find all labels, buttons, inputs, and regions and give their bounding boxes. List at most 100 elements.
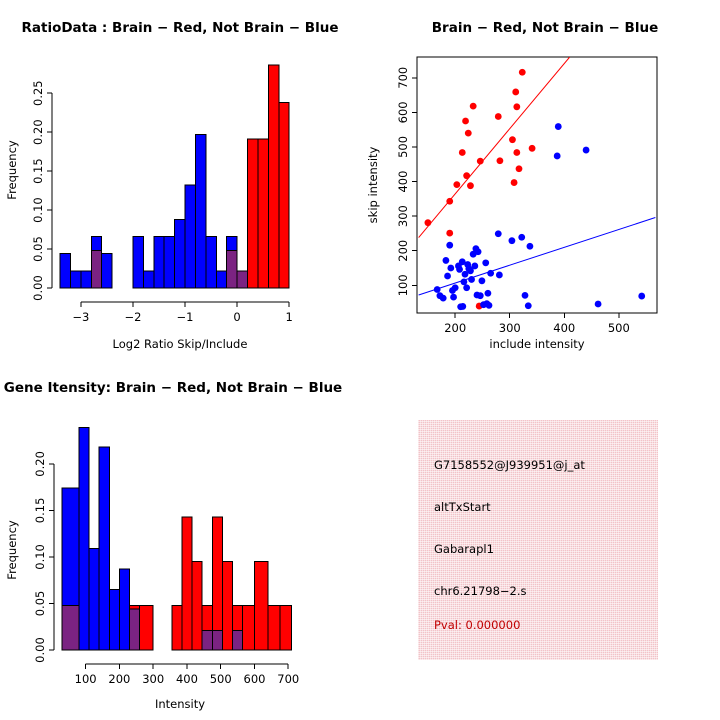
- histogram-bar: [247, 138, 259, 289]
- x-tick-label: 200: [444, 321, 466, 335]
- scatter-point: [494, 113, 502, 120]
- scatter-fit-lines: [418, 57, 656, 296]
- info-box: G7158552@J939951@j_at altTxStart Gabarap…: [418, 420, 658, 660]
- y-tick-label: 0.05: [33, 591, 47, 617]
- scatter-point: [444, 272, 451, 280]
- x-tick-label: 1: [286, 310, 293, 324]
- scatter-point: [478, 277, 486, 285]
- histogram-bar-overlap: [236, 270, 249, 289]
- x-tick-label: 600: [244, 672, 266, 686]
- y-tick-label: 0.05: [31, 236, 45, 262]
- histogram-bar: [59, 253, 71, 289]
- histogram-bar: [267, 604, 281, 651]
- y-tick-label: 0.00: [33, 637, 47, 663]
- scatter-point: [474, 248, 482, 256]
- gene-histogram-xlabel: Intensity: [155, 697, 205, 711]
- scatter-point: [456, 266, 463, 273]
- panel-ratio-histogram: RatioData : Brain − Red, Not Brain − Blu…: [0, 0, 360, 360]
- panel-info: G7158552@J939951@j_at altTxStart Gabarap…: [360, 360, 720, 720]
- histogram-bar: [80, 270, 92, 289]
- scatter-point: [446, 229, 454, 237]
- histogram-bar: [221, 561, 234, 651]
- histogram-bar-overlap: [232, 629, 244, 651]
- y-tick-label: 300: [396, 205, 410, 227]
- y-tick-label: 100: [396, 274, 410, 296]
- y-tick-label: 0.10: [31, 197, 45, 223]
- x-tick-label: 300: [142, 672, 164, 686]
- y-tick-label: 0.20: [31, 119, 45, 145]
- regression-line: [418, 217, 656, 296]
- y-tick-label: 700: [396, 67, 410, 89]
- x-tick-label: −1: [177, 310, 194, 324]
- scatter-point: [464, 129, 472, 137]
- gene-histogram-title: Gene Itensity: Brain − Red, Not Brain − …: [4, 380, 342, 396]
- scatter-x-axis: 200 300 400 500: [444, 313, 630, 335]
- info-pval: Pval: 0.000000: [434, 618, 521, 632]
- x-tick-label: 400: [553, 321, 575, 335]
- x-tick-label: 0: [233, 310, 240, 324]
- info-locus: chr6.21798−2.s: [434, 584, 527, 598]
- scatter-point: [528, 144, 536, 152]
- scatter-point: [482, 259, 490, 267]
- regression-line: [418, 57, 571, 238]
- panel-scatter-plot: Brain − Red, Not Brain − Blue 100 200 300 4…: [360, 0, 720, 360]
- scatter-point: [424, 219, 432, 227]
- y-tick-label: 0.10: [33, 544, 47, 570]
- histogram-bar: [174, 218, 186, 289]
- scatter-plot-xlabel: include intensity: [489, 337, 584, 351]
- scatter-point: [458, 149, 466, 156]
- scatter-point: [447, 264, 455, 272]
- scatter-point: [450, 293, 457, 301]
- scatter-point: [513, 149, 521, 156]
- x-tick-label: 700: [277, 672, 299, 686]
- scatter-y-axis: 100 200 300 400 500 600 700: [396, 67, 417, 296]
- scatter-point: [553, 152, 561, 160]
- ratio-histogram-xlabel: Log2 Ratio Skip/Include: [113, 337, 248, 351]
- scatter-point: [515, 165, 523, 173]
- y-tick-label: 0.20: [33, 451, 47, 477]
- scatter-point: [518, 233, 526, 241]
- histogram-bar: [215, 270, 228, 289]
- scatter-point: [513, 103, 521, 111]
- scatter-point: [446, 241, 454, 249]
- ratio-histogram-x-axis: −3 −2 −1 0 1: [72, 301, 293, 324]
- scatter-point: [638, 292, 646, 300]
- scatter-point: [484, 289, 492, 297]
- scatter-point: [554, 123, 562, 130]
- histogram-bar: [184, 184, 196, 289]
- x-tick-label: 200: [108, 672, 130, 686]
- scatter-point: [433, 286, 441, 293]
- scatter-point: [509, 136, 516, 144]
- scatter-point: [510, 179, 518, 186]
- scatter-point: [526, 242, 534, 250]
- info-event-type: altTxStart: [434, 500, 491, 514]
- scatter-point: [463, 284, 471, 292]
- ratio-histogram-title: RatioData : Brain − Red, Not Brain − Blu…: [21, 20, 338, 36]
- histogram-bar: [98, 446, 110, 651]
- scatter-point: [469, 102, 477, 110]
- histogram-bar: [153, 236, 165, 289]
- scatter-point: [524, 302, 532, 310]
- histogram-bar: [101, 253, 113, 289]
- scatter-point: [468, 276, 475, 283]
- histogram-bar: [78, 427, 90, 651]
- y-tick-label: 0.25: [31, 80, 45, 106]
- ratio-histogram-bars: [59, 64, 290, 289]
- scatter-plot-svg: Brain − Red, Not Brain − Blue 100 200 300 4…: [366, 20, 658, 351]
- scatter-plot-frame: [416, 56, 658, 314]
- info-probe-id: G7158552@J939951@j_at: [434, 458, 585, 472]
- scatter-plot-title: Brain − Red, Not Brain − Blue: [432, 20, 658, 36]
- histogram-bar: [205, 236, 217, 289]
- gene-histogram-svg: Gene Itensity: Brain − Red, Not Brain − …: [4, 380, 342, 711]
- histogram-bar: [181, 516, 193, 651]
- gene-histogram-y-axis: 0.00 0.05 0.10 0.15 0.20: [33, 451, 55, 663]
- scatter-point: [451, 284, 459, 292]
- scatter-point: [458, 258, 466, 266]
- scatter-point: [496, 157, 504, 165]
- scatter-data-points: [424, 68, 646, 311]
- gene-histogram-bars: [61, 427, 293, 651]
- scatter-point: [508, 237, 516, 245]
- x-tick-label: 300: [499, 321, 521, 335]
- histogram-bar-overlap: [129, 608, 141, 651]
- scatter-point: [476, 292, 484, 300]
